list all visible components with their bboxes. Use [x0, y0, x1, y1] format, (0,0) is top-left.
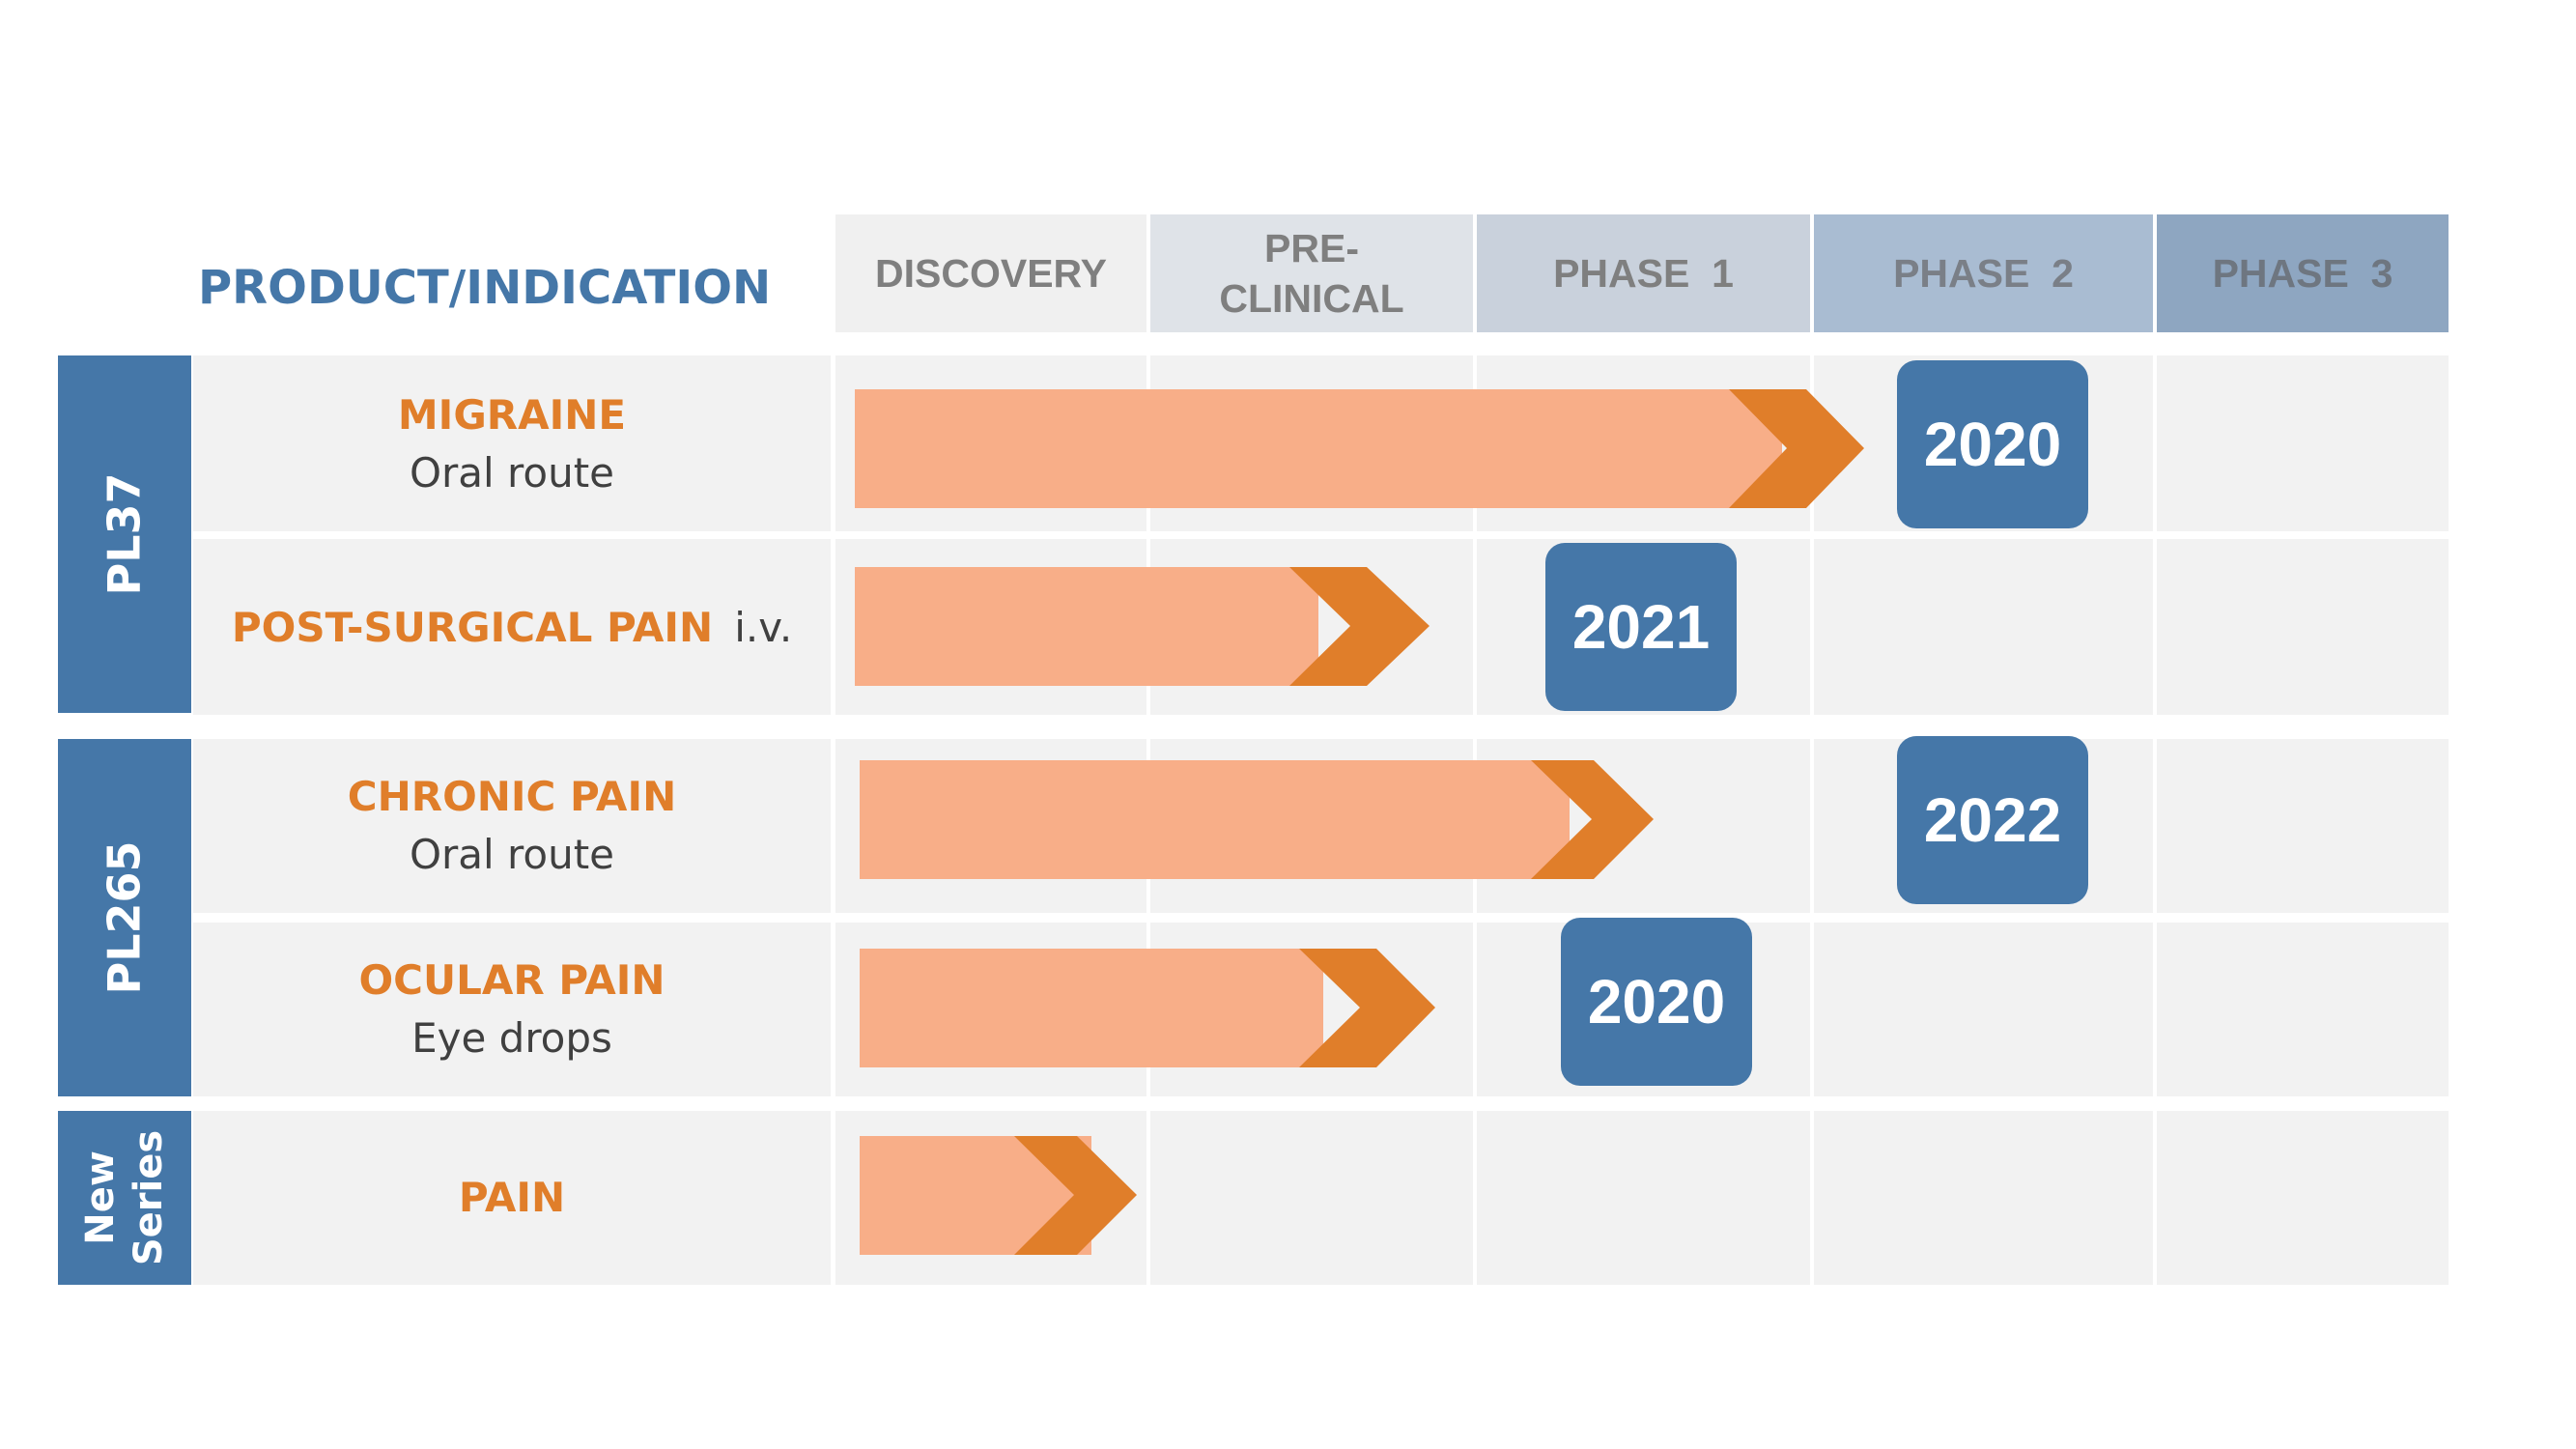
grid-cell — [1814, 539, 2153, 715]
grid-cell — [835, 739, 1146, 913]
grid-cell — [193, 923, 831, 1096]
grid-cell — [1150, 923, 1473, 1096]
grid-cell — [193, 1111, 831, 1285]
phase-header-phase-1: PHASE 1 — [1477, 214, 1810, 332]
indication-chronic-pain: CHRONIC PAIN Oral route — [193, 739, 831, 913]
grid-cell — [835, 355, 1146, 531]
phase-header-preclinical: PRE- CLINICAL — [1150, 214, 1473, 332]
grid-cell — [1150, 1111, 1473, 1285]
indication-name: MIGRAINE — [397, 391, 627, 439]
grid-cell — [2157, 355, 2449, 531]
group-label-pl265: PL265 — [58, 739, 191, 1096]
grid-cell — [835, 539, 1146, 715]
grid-cell — [193, 355, 831, 531]
grid-cell — [2157, 1111, 2449, 1285]
indication-post-surgical-pain: POST-SURGICAL PAIN i.v. — [193, 541, 831, 715]
group-label-new-series: New Series — [58, 1111, 191, 1285]
indication-route: Oral route — [409, 449, 615, 497]
indication-migraine: MIGRAINE Oral route — [193, 357, 831, 531]
year-badge-ocular-pain: 2020 — [1561, 918, 1752, 1086]
grid-cell — [2157, 539, 2449, 715]
grid-cell — [1477, 355, 1810, 531]
grid-cell — [1150, 355, 1473, 531]
grid-cell — [2157, 923, 2449, 1096]
grid-cell — [2157, 739, 2449, 913]
phase-header-phase-3: PHASE 3 — [2157, 214, 2449, 332]
year-badge-chronic-pain: 2022 — [1897, 736, 2088, 904]
indication-route: Eye drops — [411, 1014, 612, 1062]
group-label-pl37: PL37 — [58, 355, 191, 713]
phase-header-phase-2: PHASE 2 — [1814, 214, 2153, 332]
grid-cell — [1814, 1111, 2153, 1285]
indication-name: OCULAR PAIN — [358, 956, 665, 1004]
indication-route: Oral route — [409, 831, 615, 878]
indication-pain: PAIN — [193, 1111, 831, 1285]
indication-ocular-pain: OCULAR PAIN Eye drops — [193, 923, 831, 1096]
grid-cell — [1477, 1111, 1810, 1285]
grid-cell — [1814, 923, 2153, 1096]
year-badge-migraine: 2020 — [1897, 360, 2088, 528]
indication-name: CHRONIC PAIN — [347, 773, 677, 820]
grid-cell — [835, 923, 1146, 1096]
grid-cell — [1477, 739, 1810, 913]
year-badge-post-surgical-pain: 2021 — [1545, 543, 1737, 711]
phase-header-discovery: DISCOVERY — [835, 214, 1146, 332]
indication-name: POST-SURGICAL PAIN — [231, 604, 714, 651]
grid-cell — [1150, 539, 1473, 715]
grid-cell — [835, 1111, 1146, 1285]
grid-cell — [193, 739, 831, 913]
page-title: PRODUCT/INDICATION — [198, 261, 772, 315]
indication-route: i.v. — [734, 604, 793, 651]
grid-cell — [1150, 739, 1473, 913]
grid-cell — [193, 539, 831, 715]
indication-name: PAIN — [458, 1174, 566, 1221]
